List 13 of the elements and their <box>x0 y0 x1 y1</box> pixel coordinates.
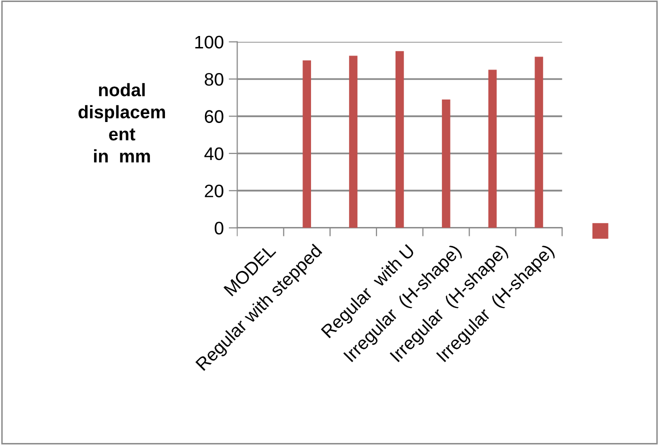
bar <box>396 51 404 228</box>
y-tick-label: 40 <box>204 147 224 160</box>
y-tick-label: 60 <box>204 110 224 123</box>
bar <box>534 56 544 228</box>
bar <box>442 99 450 228</box>
y-tick-label: 80 <box>204 72 224 86</box>
y-tick-label: 20 <box>204 184 224 198</box>
bar <box>349 56 358 228</box>
y-tick-label: 100 <box>195 36 224 49</box>
bar <box>488 70 497 228</box>
y-tick-label: 0 <box>214 222 224 235</box>
bar <box>302 60 312 228</box>
y-axis-title: nodal displacem ent in mm <box>78 83 165 162</box>
